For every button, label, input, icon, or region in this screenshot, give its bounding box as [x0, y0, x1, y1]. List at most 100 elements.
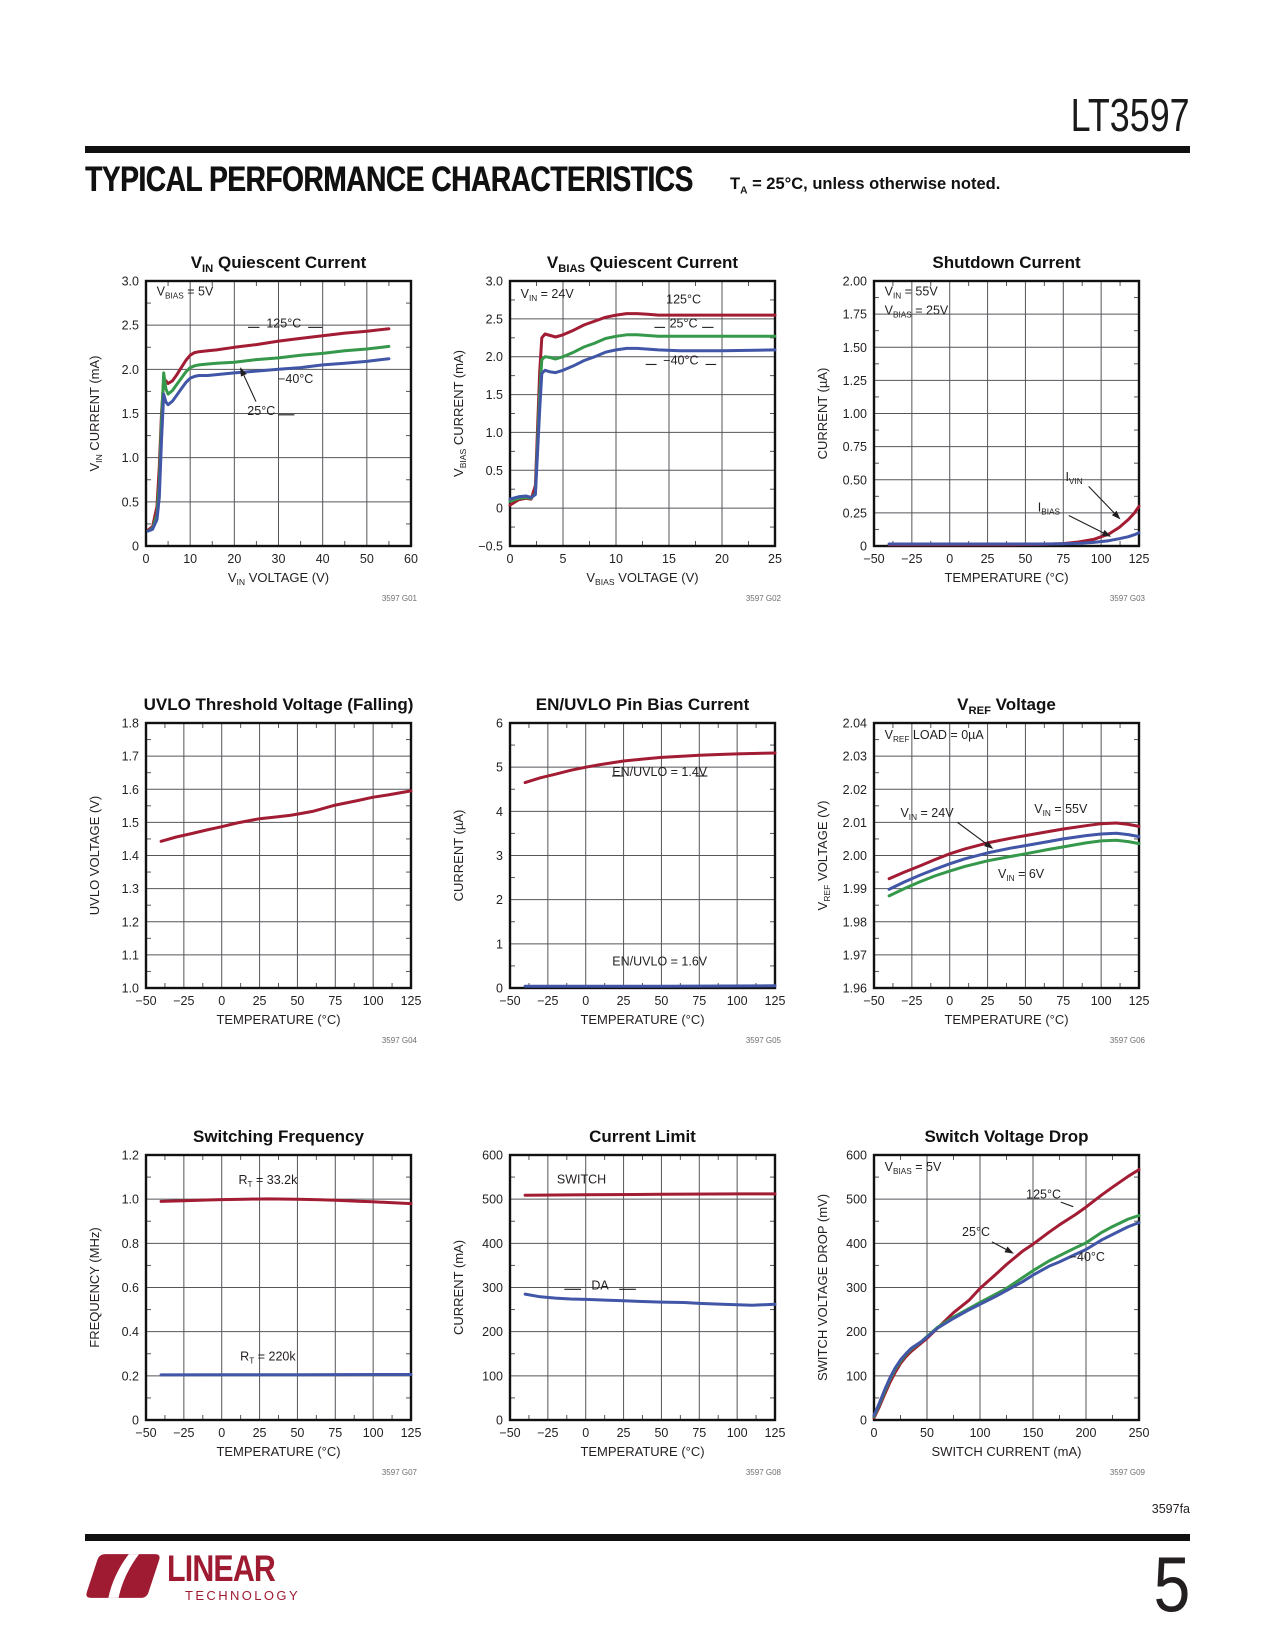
svg-text:2.0: 2.0: [122, 363, 139, 377]
series-uvlo: [159, 789, 413, 843]
svg-text:200: 200: [1076, 1426, 1097, 1440]
svg-text:Current Limit: Current Limit: [589, 1127, 696, 1146]
series-en-uvlo-1-4v: [523, 751, 777, 785]
linear-technology-logo: LINEAR TECHNOLOGY: [85, 1550, 301, 1603]
svg-text:60: 60: [404, 552, 418, 566]
svg-text:150: 150: [1023, 1426, 1044, 1440]
chart-canvas-g01: 0 10 20 30 40 50 60 0 0.5 1.0 1.5 2.0 2.5 3.0 VIN VOLT…: [87, 253, 418, 603]
chart-canvas-g02: 0 5 10 15 20 25 −0.5 0 0.5 1.0 1.5 2.0 2.5 3.0 VBIAS V…: [451, 253, 782, 603]
chart-canvas-g07: −50 −25 0 25 50 75 100 125 0 0.2 0.4 0.6 0.8 1.0 1.2 TE…: [87, 1127, 422, 1477]
svg-text:0: 0: [860, 540, 867, 554]
logo-text: LINEAR TECHNOLOGY: [167, 1550, 301, 1603]
svg-text:IVIN: IVIN: [1065, 470, 1082, 486]
svg-text:RT = 220k: RT = 220k: [240, 1349, 296, 1365]
svg-text:VBIAS Quiescent Current: VBIAS Quiescent Current: [547, 253, 739, 275]
svg-text:3597 G08: 3597 G08: [746, 1468, 782, 1477]
svg-text:VIN Quiescent Current: VIN Quiescent Current: [191, 253, 367, 275]
svg-text:0.25: 0.25: [843, 506, 867, 520]
svg-text:0: 0: [860, 1414, 867, 1428]
svg-text:300: 300: [482, 1281, 503, 1295]
svg-text:125°C: 125°C: [266, 316, 301, 330]
svg-text:VIN = 55V: VIN = 55V: [885, 285, 939, 301]
svg-text:0: 0: [143, 552, 150, 566]
svg-text:TEMPERATURE (°C): TEMPERATURE (°C): [944, 1012, 1068, 1027]
svg-text:125: 125: [765, 1426, 786, 1440]
svg-text:1.6: 1.6: [122, 783, 139, 797]
svg-text:100: 100: [363, 1426, 384, 1440]
chart-switching-frequency: −50 −25 0 25 50 75 100 125 0 0.2 0.4 0.6 0.8 1.0 1.2 TE…: [86, 1122, 454, 1482]
svg-text:10: 10: [609, 552, 623, 566]
svg-text:1.0: 1.0: [486, 426, 503, 440]
svg-text:VBIAS = 5V: VBIAS = 5V: [157, 285, 214, 301]
chart-canvas-g08: −50 −25 0 25 50 75 100 125 0 100 200 300 400 500 600 TE…: [451, 1127, 786, 1477]
svg-text:0: 0: [132, 540, 139, 554]
part-number: LT3597: [1070, 89, 1190, 141]
svg-text:0.4: 0.4: [122, 1325, 139, 1339]
svg-text:VBIAS VOLTAGE (V): VBIAS VOLTAGE (V): [586, 570, 698, 587]
svg-text:100: 100: [727, 1426, 748, 1440]
svg-text:10: 10: [183, 552, 197, 566]
svg-text:5: 5: [496, 761, 503, 775]
chart-canvas-g04: −50 −25 0 25 50 75 100 125 1.0 1.1 1.2 1.3 1.4 1.5 1.6…: [87, 695, 421, 1045]
svg-text:3597 G07: 3597 G07: [382, 1468, 418, 1477]
svg-text:25: 25: [253, 1426, 267, 1440]
svg-text:25°C: 25°C: [670, 316, 698, 330]
svg-text:3597 G04: 3597 G04: [382, 1036, 418, 1045]
svg-text:5: 5: [560, 552, 567, 566]
svg-text:2.04: 2.04: [843, 717, 867, 731]
doc-revision-code: 3597fa: [1151, 1502, 1190, 1516]
svg-text:50: 50: [654, 1426, 668, 1440]
lt-logo-icon: [86, 1554, 160, 1598]
svg-text:3597 G02: 3597 G02: [746, 594, 782, 603]
svg-text:50: 50: [290, 1426, 304, 1440]
chart-vref-voltage: −50 −25 0 25 50 75 100 125 1.96 1.97 1.98 1.99 2.00 2…: [814, 690, 1182, 1050]
section-header: TYPICAL PERFORMANCE CHARACTERISTICS TA =…: [85, 160, 1190, 206]
svg-text:75: 75: [692, 1426, 706, 1440]
chart-en-uvlo-pin-bias-current: −50 −25 0 25 50 75 100 125 0 1 2 3 4 5 6 TEMPERATURE (°…: [450, 690, 818, 1050]
svg-text:−25: −25: [537, 1426, 558, 1440]
svg-text:50: 50: [290, 994, 304, 1008]
svg-text:0: 0: [507, 552, 514, 566]
svg-text:25°C: 25°C: [962, 1225, 990, 1239]
series-vin-55v: [887, 821, 1141, 881]
chart-vin-quiescent-current: 0 10 20 30 40 50 60 0 0.5 1.0 1.5 2.0 2.5 3.0 VIN VOLT…: [86, 248, 454, 608]
svg-text:125: 125: [401, 1426, 422, 1440]
svg-text:1.0: 1.0: [122, 451, 139, 465]
svg-text:TEMPERATURE (°C): TEMPERATURE (°C): [580, 1444, 704, 1459]
svg-text:2.5: 2.5: [122, 319, 139, 333]
svg-text:1.5: 1.5: [122, 407, 139, 421]
svg-text:1.4: 1.4: [122, 849, 139, 863]
svg-text:50: 50: [1018, 994, 1032, 1008]
svg-text:3597 G06: 3597 G06: [1110, 1036, 1146, 1045]
svg-text:−40°C: −40°C: [663, 353, 698, 367]
svg-text:VIN = 24V: VIN = 24V: [521, 287, 575, 303]
logo-sub: TECHNOLOGY: [185, 1588, 301, 1603]
svg-text:20: 20: [227, 552, 241, 566]
svg-text:3.0: 3.0: [122, 275, 139, 289]
svg-text:1.50: 1.50: [843, 341, 867, 355]
svg-text:SWITCH: SWITCH: [557, 1172, 606, 1186]
svg-text:100: 100: [970, 1426, 991, 1440]
svg-text:3597 G05: 3597 G05: [746, 1036, 782, 1045]
svg-text:UVLO VOLTAGE (V): UVLO VOLTAGE (V): [87, 796, 102, 915]
svg-text:1.1: 1.1: [122, 948, 139, 962]
svg-text:25: 25: [981, 552, 995, 566]
svg-text:VIN = 55V: VIN = 55V: [1034, 802, 1088, 818]
svg-text:1.0: 1.0: [122, 982, 139, 996]
svg-text:Switch Voltage Drop: Switch Voltage Drop: [924, 1127, 1088, 1146]
svg-text:VIN VOLTAGE (V): VIN VOLTAGE (V): [228, 570, 329, 587]
series-125-c: [508, 312, 777, 507]
svg-text:2.5: 2.5: [486, 312, 503, 326]
svg-text:25: 25: [768, 552, 782, 566]
svg-text:50: 50: [920, 1426, 934, 1440]
svg-text:1.00: 1.00: [843, 407, 867, 421]
svg-text:2.0: 2.0: [486, 350, 503, 364]
svg-text:400: 400: [846, 1237, 867, 1251]
svg-text:3: 3: [496, 849, 503, 863]
svg-text:500: 500: [482, 1193, 503, 1207]
svg-text:25: 25: [617, 994, 631, 1008]
svg-text:IBIAS: IBIAS: [1038, 501, 1061, 517]
svg-text:2.00: 2.00: [843, 849, 867, 863]
svg-text:75: 75: [1056, 994, 1070, 1008]
svg-text:3597 G03: 3597 G03: [1110, 594, 1146, 603]
